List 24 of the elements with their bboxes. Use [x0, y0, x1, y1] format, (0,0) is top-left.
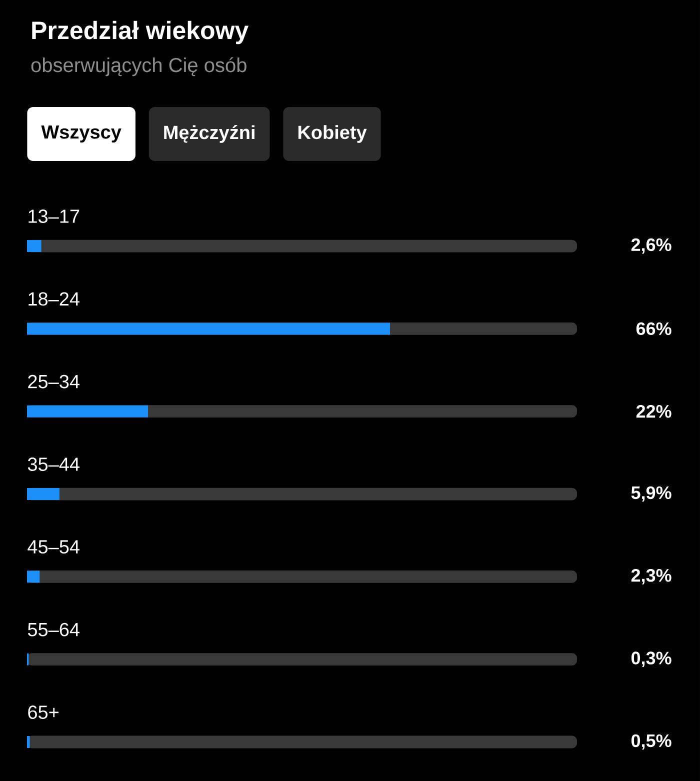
- data-label: 2,3%: [631, 569, 672, 584]
- y-tick-label: 18–24: [28, 292, 80, 306]
- bar: [27, 240, 42, 252]
- y-tick-label: 25–34: [28, 374, 80, 388]
- bar: [27, 570, 40, 583]
- bar: [27, 405, 148, 418]
- y-tick-label: 55–64: [28, 622, 80, 636]
- data-label: 0,3%: [631, 652, 672, 668]
- data-label: 66%: [636, 322, 672, 336]
- data-label: 0,5%: [631, 734, 672, 750]
- data-label: 2,6%: [631, 238, 672, 254]
- y-tick-label: 13–17: [28, 210, 80, 223]
- text: Mężczyźni: [164, 125, 254, 143]
- y-tick-label: 45–54: [28, 540, 80, 554]
- data-label: 22%: [636, 405, 672, 418]
- y-tick-label: 35–44: [28, 458, 80, 471]
- chart-subtitle: obserwujących Cię osób: [31, 57, 246, 76]
- data-label: 5,9%: [631, 486, 672, 502]
- text: Kobiety: [298, 125, 367, 143]
- y-tick-label: 65+: [28, 706, 58, 719]
- bar: [27, 736, 30, 748]
- text: Wszyscy: [41, 125, 122, 142]
- bar: [27, 488, 60, 500]
- chart-title: Przedział wiekowy: [32, 20, 249, 44]
